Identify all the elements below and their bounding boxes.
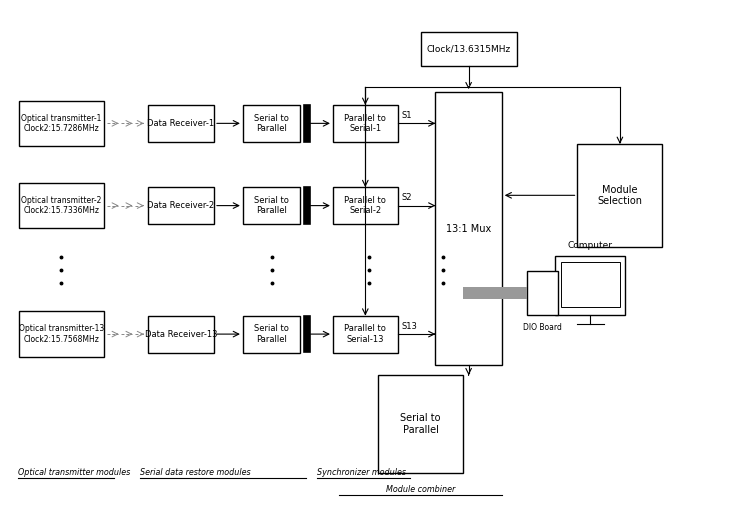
Text: Data Receiver-1: Data Receiver-1 [148,119,214,128]
Bar [243,187,300,224]
Bar [556,255,626,315]
Bar [19,183,104,228]
Bar [19,101,104,146]
Text: Optical transmitter-2
Clock2:15.7336MHz: Optical transmitter-2 Clock2:15.7336MHz [21,196,101,215]
Bar [378,375,463,473]
Bar [243,316,300,353]
Text: 13:1 Mux: 13:1 Mux [446,224,492,234]
Bar [421,32,517,65]
Bar [333,316,398,353]
Text: S1: S1 [401,111,412,120]
Text: Module combiner: Module combiner [386,485,455,494]
Bar [527,271,558,315]
Text: Parallel to
Serial-1: Parallel to Serial-1 [345,114,386,133]
Bar [463,287,527,299]
Text: S13: S13 [401,321,418,331]
Bar [333,105,398,142]
Text: Clock/13.6315MHz: Clock/13.6315MHz [427,44,511,53]
Text: DIO Board: DIO Board [523,323,562,332]
Text: Synchronizer modules: Synchronizer modules [317,468,407,477]
Bar [148,187,214,224]
Bar [148,316,214,353]
Text: Optical transmitter modules: Optical transmitter modules [18,468,131,477]
Text: Computer: Computer [568,241,613,249]
Bar [333,187,398,224]
Text: Data Receiver-13: Data Receiver-13 [145,329,217,339]
Text: Optical transmitter-13
Clock2:15.7568MHz: Optical transmitter-13 Clock2:15.7568MHz [18,324,104,344]
Text: Parallel to
Serial-2: Parallel to Serial-2 [345,196,386,215]
Text: Serial to
Parallel: Serial to Parallel [254,114,289,133]
Bar [562,262,620,306]
Bar [435,92,502,365]
Text: Parallel to
Serial-13: Parallel to Serial-13 [345,324,386,344]
Text: Serial to
Parallel: Serial to Parallel [254,324,289,344]
Bar [19,311,104,357]
Bar [148,105,214,142]
Text: Serial data restore modules: Serial data restore modules [140,468,251,477]
Text: Optical transmitter-1
Clock2:15.7286MHz: Optical transmitter-1 Clock2:15.7286MHz [21,114,101,133]
Text: Module
Selection: Module Selection [598,185,642,206]
Text: Data Receiver-2: Data Receiver-2 [148,201,214,210]
Text: Serial to
Parallel: Serial to Parallel [401,413,441,435]
Bar [243,105,300,142]
Text: S2: S2 [401,193,412,202]
Bar [577,144,663,247]
Text: Serial to
Parallel: Serial to Parallel [254,196,289,215]
